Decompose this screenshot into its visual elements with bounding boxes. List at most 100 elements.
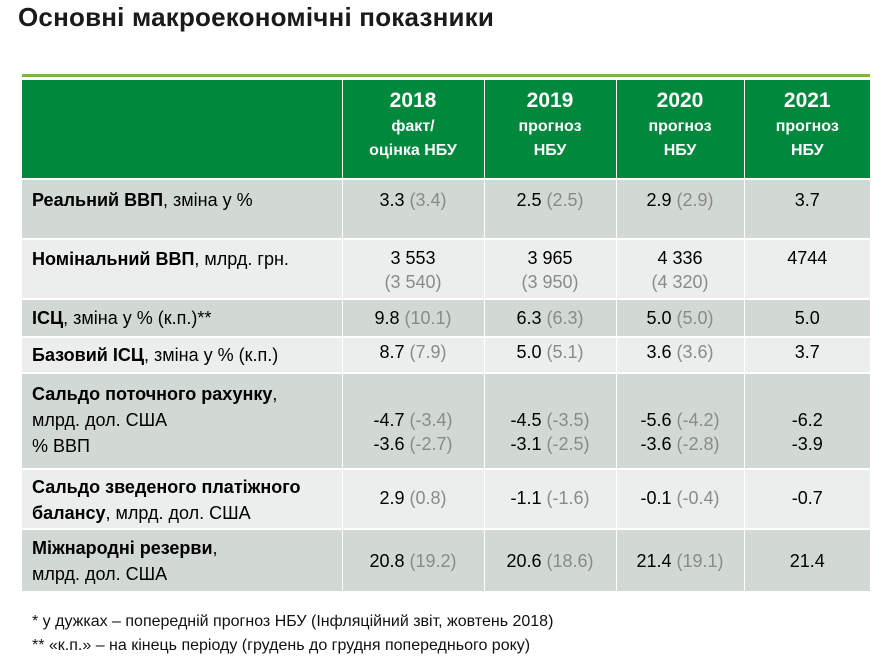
value-cell: 20.8 (19.2) bbox=[341, 528, 484, 591]
prev-forecast: (5.0) bbox=[676, 308, 714, 328]
row-label: Сальдо поточного рахунку, млрд. дол. США… bbox=[22, 372, 342, 469]
value: -0.1 bbox=[640, 488, 672, 508]
prev-forecast: (0.8) bbox=[409, 488, 447, 508]
prev-forecast: (-1.6) bbox=[546, 488, 590, 508]
header-col-2021: 2021 прогноз НБУ bbox=[743, 80, 870, 179]
table-header-row: 2018 факт/ оцінка НБУ 2019 прогноз НБУ 2… bbox=[22, 80, 870, 179]
prev-forecast: (6.3) bbox=[546, 308, 584, 328]
row-label-line3: % ВВП bbox=[32, 436, 90, 456]
value: -0.7 bbox=[791, 488, 823, 508]
value: -4.5 bbox=[510, 410, 542, 430]
prev-forecast: (5.1) bbox=[546, 342, 584, 362]
header-sub: НБУ bbox=[533, 142, 567, 159]
prev-forecast: (18.6) bbox=[546, 551, 594, 571]
value: 3 965 bbox=[527, 248, 573, 268]
value: 5.0 bbox=[516, 342, 542, 362]
value: -3.6 bbox=[640, 434, 672, 454]
value: 9.8 bbox=[374, 308, 400, 328]
row-label: Міжнародні резерви, млрд. дол. США bbox=[22, 528, 342, 591]
value-cell: 21.4 bbox=[743, 528, 870, 591]
prev-forecast: (7.9) bbox=[409, 342, 447, 362]
value-cell: 4 336 (4 320) bbox=[615, 238, 744, 299]
value: 21.4 bbox=[636, 551, 672, 571]
row-label-rest: , млрд. дол. США bbox=[105, 503, 251, 523]
prev-forecast: (3 540) bbox=[384, 272, 442, 292]
row-label-bold: Сальдо поточного рахунку bbox=[32, 384, 273, 404]
row-label: Базовий ІСЦ, зміна у % (к.п.) bbox=[22, 336, 342, 373]
header-col-2018: 2018 факт/ оцінка НБУ bbox=[341, 80, 484, 179]
prev-forecast: (-2.8) bbox=[676, 434, 720, 454]
header-col-2020: 2020 прогноз НБУ bbox=[615, 80, 744, 179]
value-cell: 5.0 bbox=[743, 298, 870, 337]
value-cell: 9.8 (10.1) bbox=[341, 298, 484, 337]
footnote: ** «к.п.» – на кінець періоду (грудень д… bbox=[32, 637, 531, 654]
header-sub: оцінка НБУ bbox=[369, 142, 457, 159]
value-cell: 5.0 (5.1) bbox=[483, 336, 616, 373]
value: 3.7 bbox=[794, 190, 820, 210]
prev-forecast: (19.2) bbox=[409, 551, 457, 571]
prev-forecast: (-2.7) bbox=[409, 434, 453, 454]
header-year: 2018 bbox=[389, 89, 437, 112]
value-cell: 2.9 (0.8) bbox=[341, 468, 484, 529]
value-cell: -6.2 -3.9 bbox=[743, 372, 870, 469]
header-col-2019: 2019 прогноз НБУ bbox=[483, 80, 616, 179]
prev-forecast: (-2.5) bbox=[546, 434, 590, 454]
value-cell: 3.7 bbox=[743, 178, 870, 239]
value-cell: 2.9 (2.9) bbox=[615, 178, 744, 239]
value-cell: -4.7 (-3.4) -3.6 (-2.7) bbox=[341, 372, 484, 469]
value-cell: 3.3 (3.4) bbox=[341, 178, 484, 239]
value: -1.1 bbox=[510, 488, 542, 508]
header-sub: прогноз bbox=[648, 118, 712, 135]
row-label-rest: , bbox=[212, 538, 218, 558]
prev-forecast: (2.5) bbox=[546, 190, 584, 210]
row-label-rest: , зміна у % bbox=[163, 190, 253, 210]
value-cell: 3.6 (3.6) bbox=[615, 336, 744, 373]
header-year: 2020 bbox=[656, 89, 704, 112]
table-row: Базовий ІСЦ, зміна у % (к.п.) 8.7 (7.9) … bbox=[22, 336, 870, 373]
macro-indicators-table: 2018 факт/ оцінка НБУ 2019 прогноз НБУ 2… bbox=[22, 80, 870, 591]
table-row: ІСЦ, зміна у % (к.п.)** 9.8 (10.1) 6.3 (… bbox=[22, 298, 870, 337]
prev-forecast: (4 320) bbox=[651, 272, 709, 292]
value-cell: 8.7 (7.9) bbox=[341, 336, 484, 373]
page-title: Основні макроекономічні показники bbox=[18, 2, 495, 32]
footnotes: * у дужках – попередній прогноз НБУ (Інф… bbox=[32, 610, 553, 658]
value: 3.6 bbox=[646, 342, 672, 362]
value-cell: -4.5 (-3.5) -3.1 (-2.5) bbox=[483, 372, 616, 469]
header-year: 2019 bbox=[526, 89, 574, 112]
value: -3.1 bbox=[510, 434, 542, 454]
row-label-bold: балансу bbox=[32, 503, 106, 523]
value-cell: 3.7 bbox=[743, 336, 870, 373]
value: -6.2 bbox=[791, 410, 823, 430]
table-row: Номінальний ВВП, млрд. грн. 3 553 (3 540)… bbox=[22, 238, 870, 299]
header-year: 2021 bbox=[783, 89, 831, 112]
value: 6.3 bbox=[516, 308, 542, 328]
value: -3.6 bbox=[373, 434, 405, 454]
value-cell: 6.3 (6.3) bbox=[483, 298, 616, 337]
footnote: * у дужках – попередній прогноз НБУ (Інф… bbox=[32, 613, 554, 630]
row-label-bold: Номінальний ВВП bbox=[32, 249, 195, 269]
value: 2.9 bbox=[379, 488, 405, 508]
header-sub: факт/ bbox=[391, 118, 435, 135]
value: 21.4 bbox=[789, 551, 825, 571]
value-cell: 3 965 (3 950) bbox=[483, 238, 616, 299]
prev-forecast: (-3.5) bbox=[546, 410, 590, 430]
table-row: Міжнародні резерви, млрд. дол. США 20.8 … bbox=[22, 528, 870, 591]
value-cell: 2.5 (2.5) bbox=[483, 178, 616, 239]
prev-forecast: (-3.4) bbox=[409, 410, 453, 430]
value: -3.9 bbox=[791, 434, 823, 454]
row-label-rest: , bbox=[272, 384, 278, 404]
value-cell: 3 553 (3 540) bbox=[341, 238, 484, 299]
header-sub: прогноз bbox=[775, 118, 839, 135]
prev-forecast: (3.4) bbox=[409, 190, 447, 210]
value-cell: -1.1 (-1.6) bbox=[483, 468, 616, 529]
header-sub: НБУ bbox=[790, 142, 824, 159]
prev-forecast: (3 950) bbox=[521, 272, 579, 292]
table-row: Сальдо зведеного платіжного балансу, млр… bbox=[22, 468, 870, 529]
value: 5.0 bbox=[646, 308, 672, 328]
value-cell: 21.4 (19.1) bbox=[615, 528, 744, 591]
row-label-bold: Реальний ВВП bbox=[32, 190, 164, 210]
row-label-bold: ІСЦ bbox=[32, 308, 64, 328]
value-cell: 4744 bbox=[743, 238, 870, 299]
value-cell: -0.1 (-0.4) bbox=[615, 468, 744, 529]
row-label: Сальдо зведеного платіжного балансу, млр… bbox=[22, 468, 342, 529]
